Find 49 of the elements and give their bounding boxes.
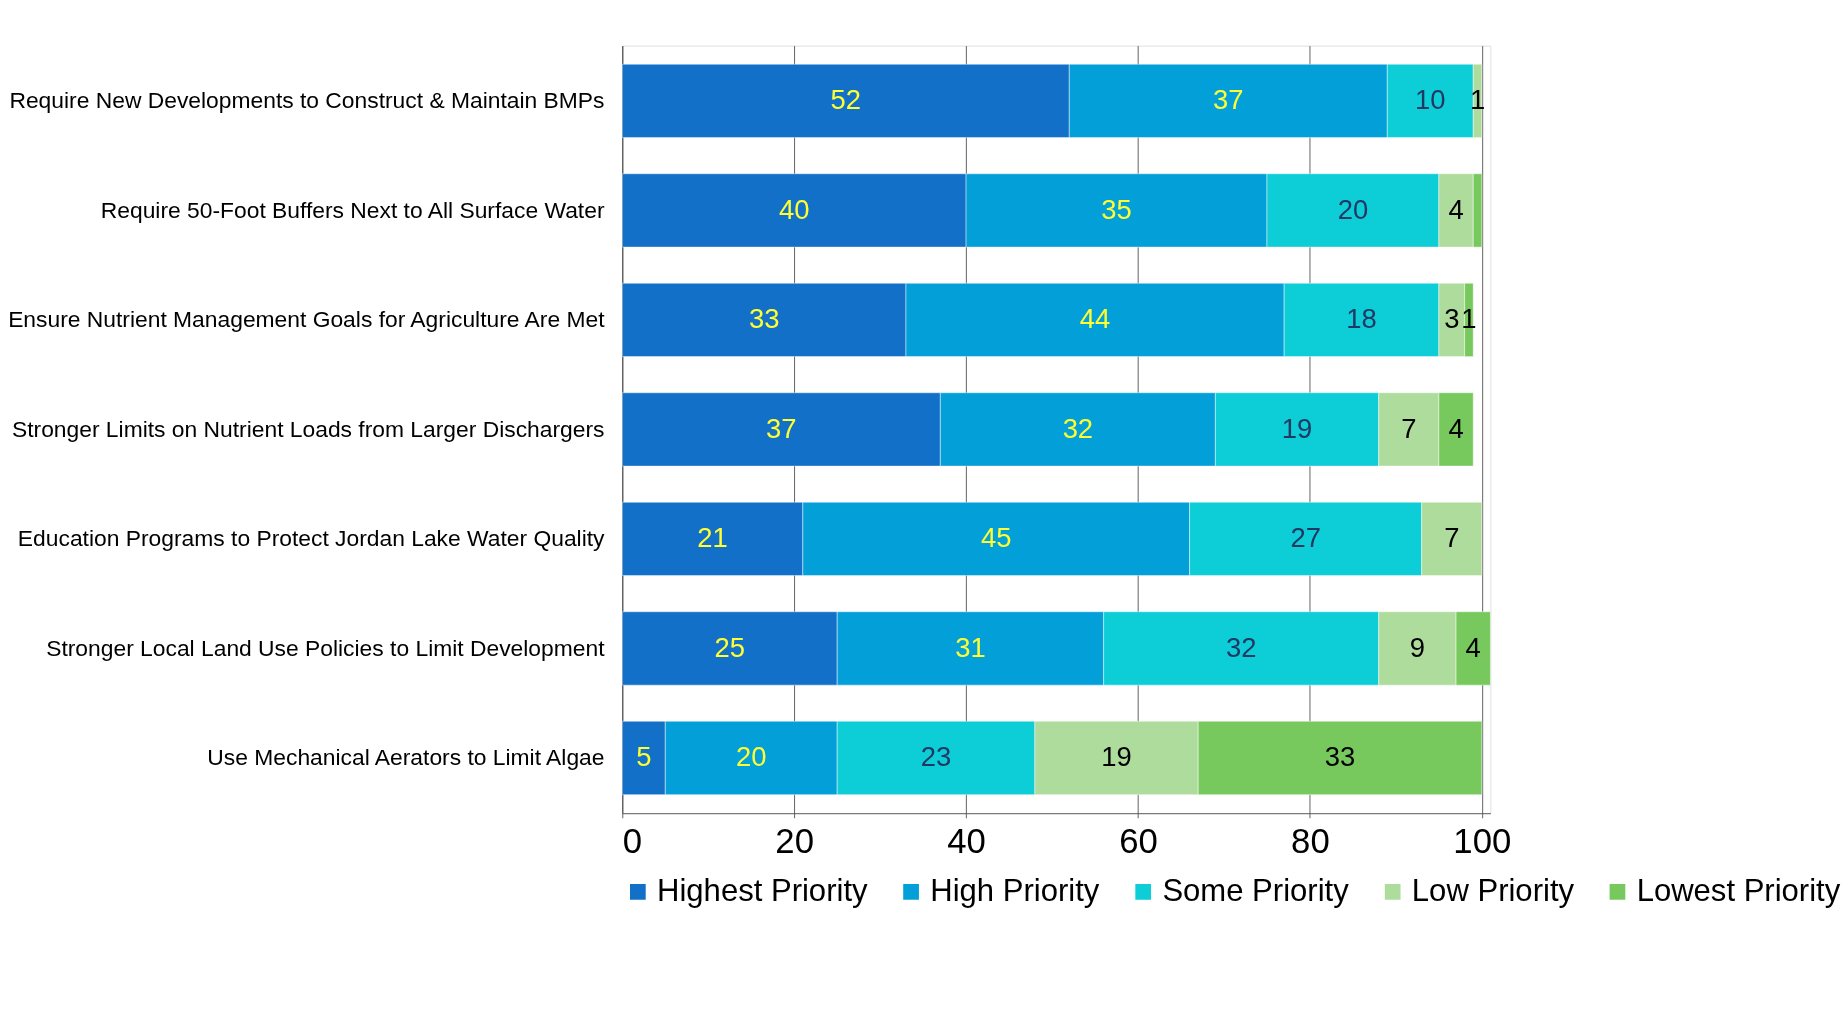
data-label: 33 (1324, 741, 1356, 773)
data-label: 19 (1281, 412, 1313, 444)
data-label: 1 (1469, 84, 1486, 116)
data-label: 27 (1290, 522, 1321, 554)
data-label: 44 (1079, 303, 1111, 335)
data-label: 18 (1346, 303, 1377, 335)
data-label: 4 (1448, 193, 1464, 225)
legend-label: Some Priority (1162, 872, 1350, 908)
data-label: 37 (766, 412, 797, 444)
x-tick-label: 100 (1453, 821, 1512, 860)
data-label: 32 (1062, 412, 1094, 444)
data-label: 5 (636, 741, 652, 773)
data-label: 40 (778, 193, 810, 225)
data-label: 23 (920, 741, 952, 773)
y-tick-label: Stronger Limits on Nutrient Loads from Larger Dischargers (11, 415, 605, 442)
data-label: 10 (1415, 84, 1446, 116)
y-tick-label: Education Programs to Protect Jordan Lake Water Quality (17, 525, 606, 552)
x-tick-label: 40 (947, 821, 986, 860)
data-label: 4 (1465, 631, 1481, 663)
data-label: 3 (1444, 303, 1460, 335)
data-label: 9 (1409, 631, 1425, 663)
legend-label: Lowest Priority (1636, 872, 1841, 908)
data-label: 35 (1101, 193, 1132, 225)
data-label: 52 (830, 84, 862, 116)
data-label: 21 (697, 522, 728, 554)
data-label: 33 (748, 303, 780, 335)
y-tick-label: Stronger Local Land Use Policies to Limit Development (46, 634, 606, 661)
data-label: 7 (1444, 522, 1460, 554)
y-tick-label: Require 50-Foot Buffers Next to All Surface Water (100, 196, 605, 223)
x-tick-label: 0 (622, 821, 643, 860)
y-tick-label: Require New Developments to Construct & Maintain BMPs (9, 87, 605, 114)
x-tick-label: 20 (775, 821, 814, 860)
data-label: 45 (980, 522, 1012, 554)
data-label: 19 (1101, 741, 1132, 773)
legend-label: High Priority (930, 872, 1100, 908)
y-tick-label: Ensure Nutrient Management Goals for Agriculture Are Met (8, 306, 606, 333)
legend-label: Highest Priority (657, 872, 868, 908)
x-tick-label: 60 (1119, 821, 1158, 860)
data-label: 37 (1213, 84, 1244, 116)
data-label: 25 (714, 631, 745, 663)
y-tick-label: Use Mechanical Aerators to Limit Algae (207, 744, 605, 771)
x-tick-label: 80 (1291, 821, 1330, 860)
data-label: 20 (1337, 193, 1369, 225)
data-label: 32 (1225, 631, 1257, 663)
data-label: 7 (1401, 412, 1417, 444)
legend-label: Low Priority (1411, 872, 1575, 908)
data-label: 20 (736, 741, 767, 773)
data-label: 4 (1448, 412, 1464, 444)
data-label: 31 (955, 631, 986, 663)
